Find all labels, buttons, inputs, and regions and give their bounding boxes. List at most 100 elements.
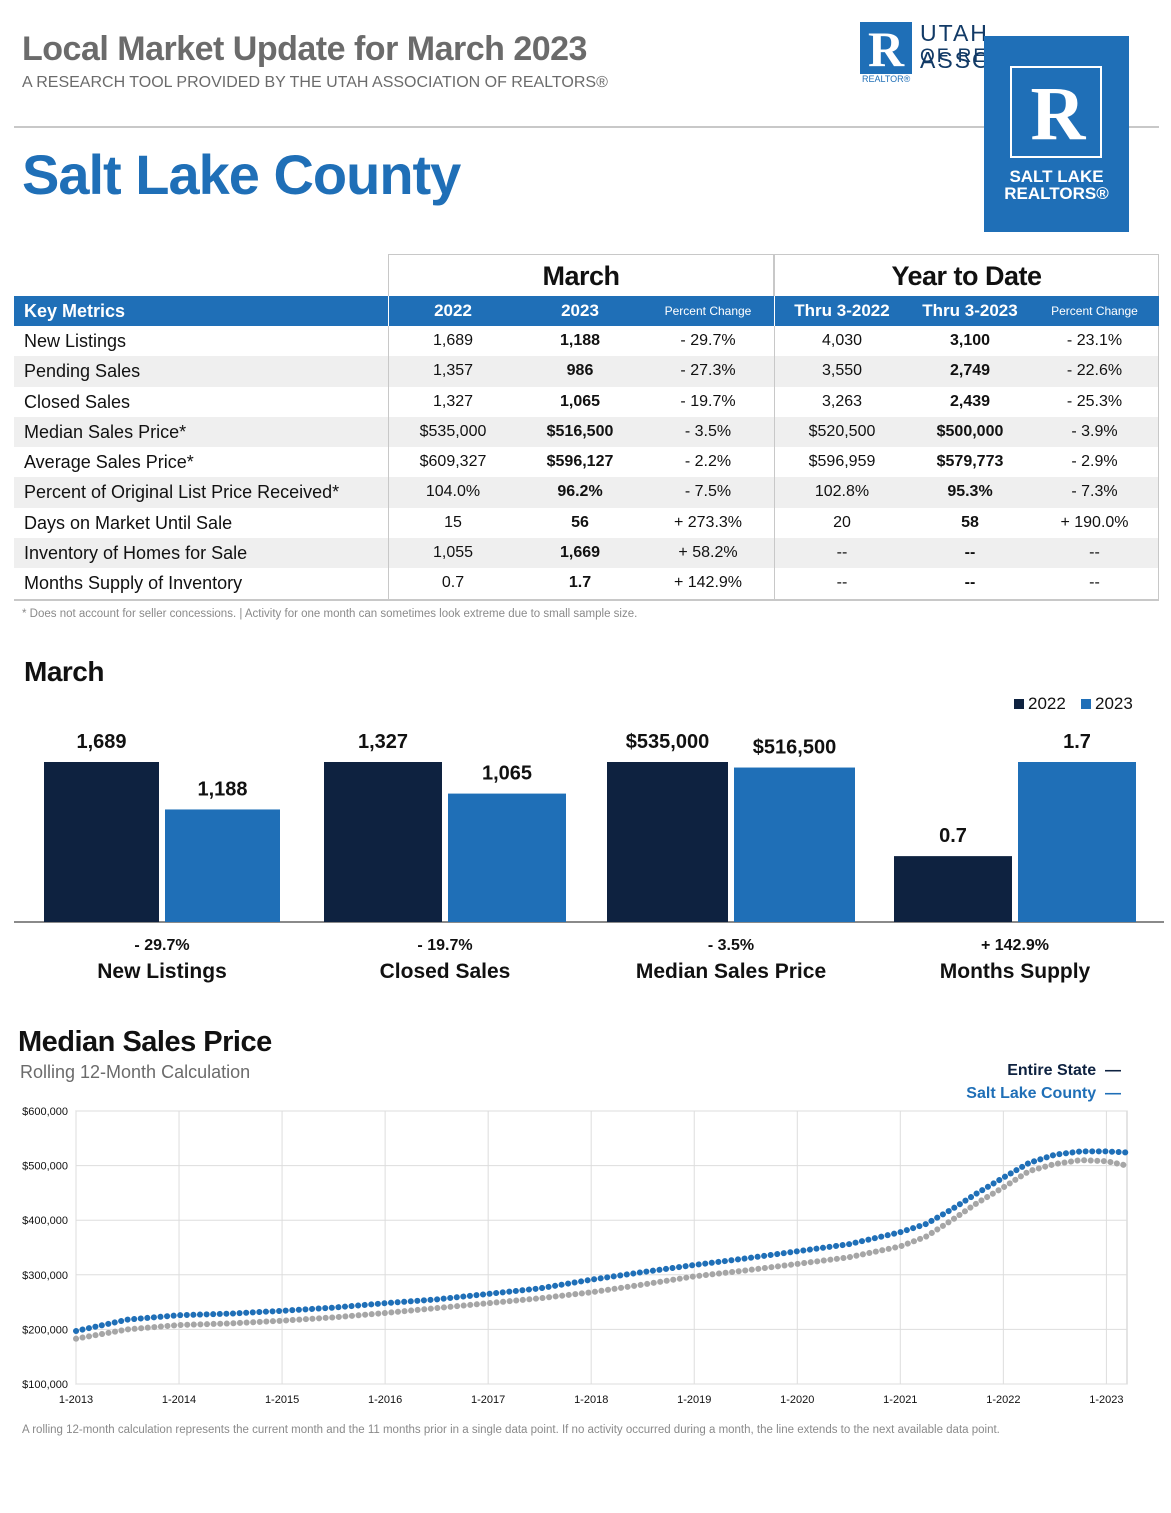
bar-value-label: 0.7 <box>939 825 967 847</box>
legend-2022: 2022 <box>1014 694 1066 714</box>
median-price-line-chart: $100,000 $200,000 $300,000 $400,000 $500,000… <box>22 1106 1130 1406</box>
slr-name-line1: SALT LAKE <box>1009 167 1104 186</box>
metric-cell-ypct: - 23.1% <box>1066 332 1123 349</box>
county-title: Salt Lake County <box>22 143 461 206</box>
series-line-entire-state <box>73 1148 1130 1334</box>
metric-cell-m2022: $535,000 <box>419 422 487 440</box>
bar-value-label: $535,000 <box>626 731 709 753</box>
header-march-2022: 2022 <box>434 301 472 320</box>
column-divider <box>1158 326 1159 599</box>
metric-cell-y2023: 2,439 <box>949 392 991 410</box>
realtor-r-logo: R <box>860 22 912 76</box>
x-tick-label: 1-2023 <box>1089 1394 1123 1406</box>
bar-months-supply-2022 <box>894 856 1012 922</box>
metric-label: New Listings <box>24 331 127 351</box>
header-key-metrics: Key Metrics <box>24 301 126 321</box>
slr-r-letter: R <box>1030 72 1086 156</box>
table-row: Median Sales Price* $535,000 $516,500 - 3.5… <box>14 416 1159 448</box>
x-tick-label: 1-2013 <box>59 1394 93 1406</box>
legend-swatch-2023 <box>1081 699 1091 709</box>
bar-group-name: Closed Sales <box>380 960 511 983</box>
metric-cell-y2022: 102.8% <box>814 483 870 501</box>
metric-cell-ypct: - 22.6% <box>1066 362 1123 380</box>
table-row: Days on Market Until Sale 15 56 + 273.3% 20 5… <box>14 508 1159 538</box>
metric-cell-mpct: - 19.7% <box>680 392 736 410</box>
metric-cell-m2023: 56 <box>571 513 589 531</box>
march-bar-chart: 1,689 1,188 - 29.7% New Listings 1,327 1,065 -… <box>14 731 1164 983</box>
bar-new-listings-2023 <box>165 809 280 922</box>
metric-cell-y2022: 3,550 <box>821 362 863 380</box>
metric-cell-m2022: 15 <box>444 513 462 531</box>
header-march-2023: 2023 <box>561 301 599 320</box>
table-row: Pending Sales 1,357 986 - 27.3% 3,550 2,749 - … <box>14 356 1159 387</box>
y-tick-label: $500,000 <box>22 1161 68 1173</box>
metric-label: Average Sales Price* <box>24 452 194 473</box>
bar-value-label: 1,065 <box>482 763 532 785</box>
y-tick-label: $200,000 <box>22 1324 68 1336</box>
legend-label-2023: 2023 <box>1095 694 1133 713</box>
group-year-to-date: Year to Date <box>774 254 1159 296</box>
line-chart-title: Median Sales Price <box>18 1026 272 1058</box>
bar-group-change: - 19.7% <box>417 937 472 954</box>
table-header-row: Key Metrics 2022 2023 Percent Change Thr… <box>14 296 1159 326</box>
x-tick-label: 1-2018 <box>574 1394 608 1406</box>
metric-cell-y2023: $579,773 <box>936 453 1004 471</box>
legend-label-2022: 2022 <box>1028 694 1066 713</box>
y-tick-label: $300,000 <box>22 1270 68 1282</box>
metric-cell-m2022: 0.7 <box>441 574 465 592</box>
header-march-percent-change: Percent Change <box>664 304 752 318</box>
column-divider <box>388 326 389 599</box>
metric-cell-mpct: - 27.3% <box>680 362 736 380</box>
bar-value-label: $516,500 <box>753 737 836 759</box>
y-tick-label: $400,000 <box>22 1215 68 1227</box>
metric-label: Inventory of Homes for Sale <box>24 543 248 564</box>
metric-cell-ypct: -- <box>1089 574 1100 592</box>
metric-cell-ypct: + 190.0% <box>1060 513 1129 531</box>
bar-new-listings-2022 <box>44 762 159 922</box>
metric-cell-mpct: - 3.5% <box>684 422 732 440</box>
metric-label: Pending Sales <box>24 361 141 382</box>
metric-label: Closed Sales <box>24 391 131 412</box>
bar-value-label: 1,188 <box>197 778 247 800</box>
metric-cell-m2023: 1,065 <box>559 392 601 410</box>
metric-cell-mpct: + 58.2% <box>678 544 738 562</box>
metric-cell-mpct: - 2.2% <box>684 453 732 471</box>
metric-label: Months Supply of Inventory <box>24 573 243 594</box>
bar-months-supply-2023 <box>1018 762 1136 922</box>
metric-label: Days on Market Until Sale <box>24 512 233 533</box>
metric-cell-m2023: 1,188 <box>559 332 601 349</box>
metric-cell-y2022: -- <box>836 544 848 562</box>
table-group-header: March Year to Date <box>14 254 1159 296</box>
metric-cell-ypct: - 7.3% <box>1071 483 1118 501</box>
metric-cell-m2023: 96.2% <box>557 483 603 501</box>
metric-cell-y2022: $596,959 <box>808 453 876 471</box>
metric-label: Percent of Original List Price Received* <box>24 482 340 503</box>
metric-cell-y2022: 4,030 <box>821 332 863 349</box>
metric-cell-m2023: 1,669 <box>559 544 601 562</box>
y-tick-label: $600,000 <box>22 1106 68 1118</box>
metric-label: Median Sales Price* <box>24 421 187 442</box>
metric-cell-y2023: -- <box>964 544 976 562</box>
header-ytd-2022: Thru 3-2022 <box>794 301 890 320</box>
metric-cell-y2023: -- <box>964 574 976 592</box>
x-tick-label: 1-2022 <box>986 1394 1020 1406</box>
x-tick-label: 1-2019 <box>677 1394 711 1406</box>
slr-name-line2: REALTORS® <box>1004 184 1109 203</box>
legend-label-entire-state: Entire State <box>1007 1062 1097 1079</box>
metric-cell-m2023: 986 <box>566 362 594 380</box>
x-tick-label: 1-2021 <box>883 1394 917 1406</box>
metric-cell-y2022: 20 <box>833 513 851 531</box>
table-row: New Listings 1,689 1,188 - 29.7% 4,030 3,100 -… <box>14 326 1159 356</box>
bar-closed-sales-2023 <box>448 793 566 922</box>
bar-group-change: - 29.7% <box>134 937 189 954</box>
legend-salt-lake-county: Salt Lake County — <box>966 1085 1121 1102</box>
metric-cell-y2022: -- <box>836 574 848 592</box>
salt-lake-realtors-logo: R SALT LAKE REALTORS® <box>984 36 1129 232</box>
metric-cell-mpct: - 7.5% <box>684 483 732 501</box>
line-chart-note: A rolling 12-month calculation represent… <box>22 1424 1000 1436</box>
metric-cell-mpct: - 29.7% <box>680 332 736 349</box>
metric-cell-y2023: $500,000 <box>936 422 1004 440</box>
x-tick-label: 1-2020 <box>780 1394 814 1406</box>
realtor-mark: REALTOR® <box>862 74 911 84</box>
metric-cell-ypct: -- <box>1089 544 1100 562</box>
